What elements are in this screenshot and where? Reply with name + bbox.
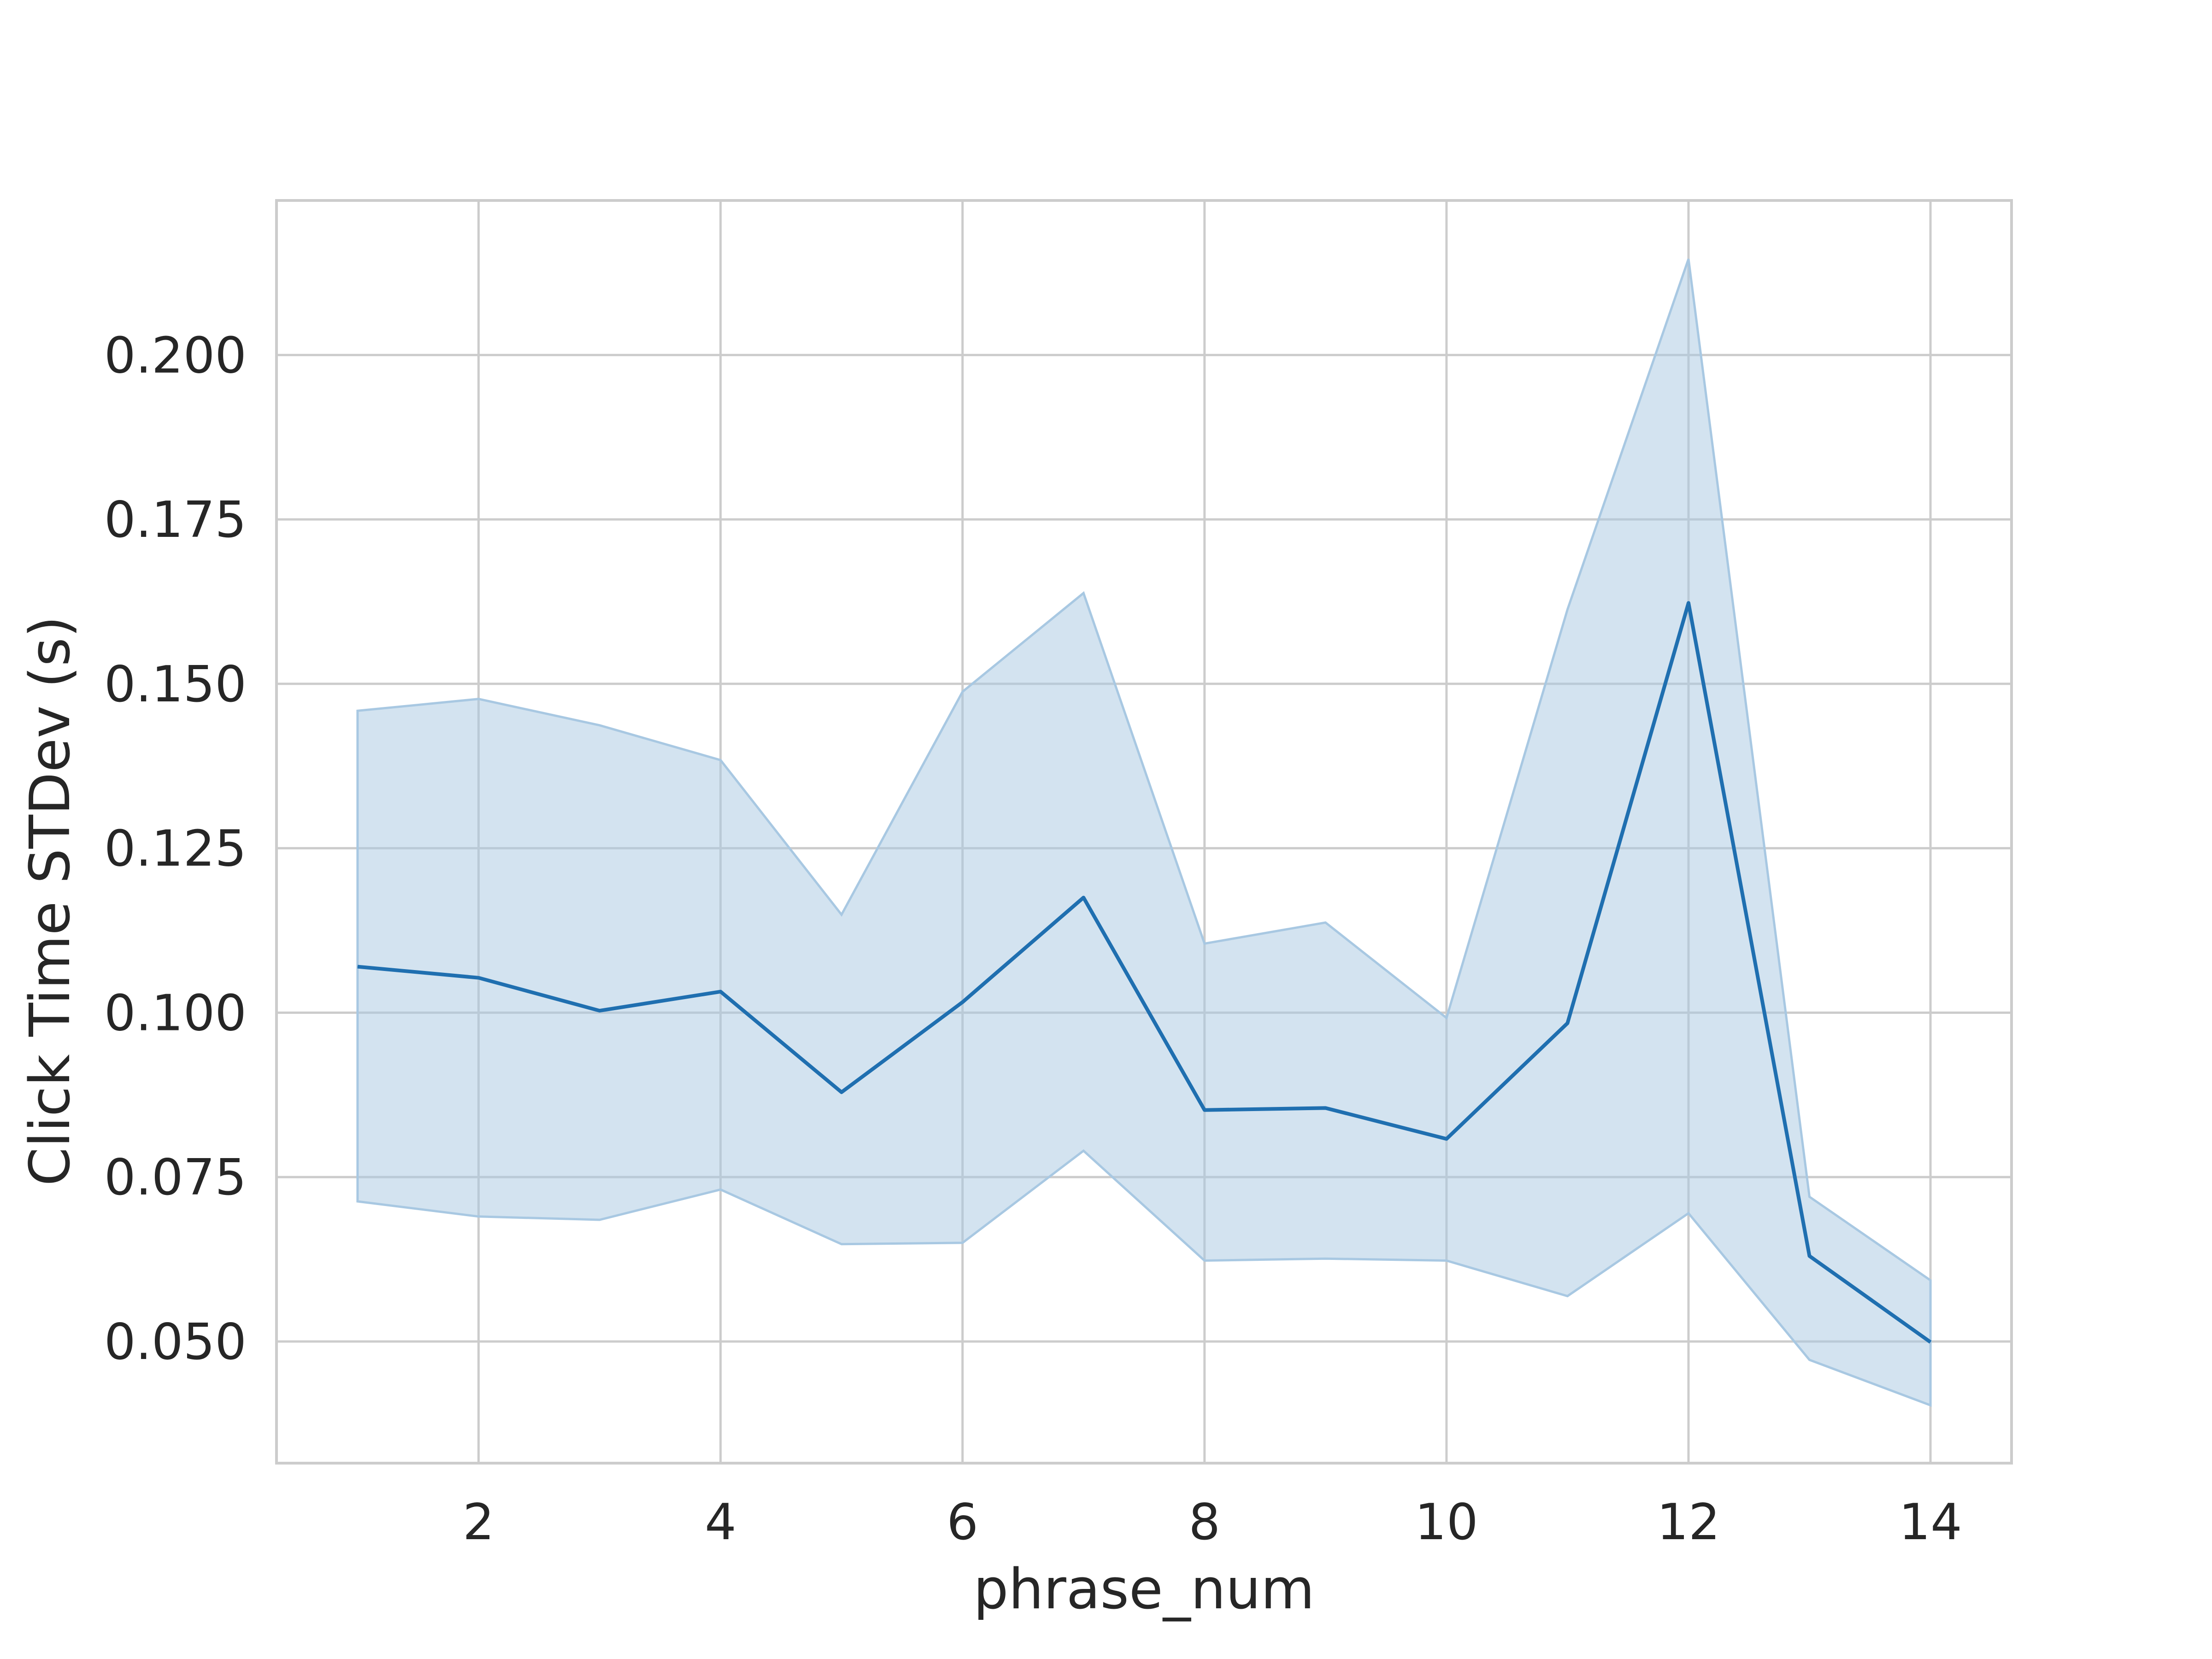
confidence-band	[356, 259, 1932, 1407]
x-axis-label: phrase_num	[973, 1558, 1314, 1622]
y-tick-label: 0.125	[104, 820, 247, 878]
x-tick-label: 8	[1188, 1494, 1220, 1551]
y-tick-label: 0.200	[104, 327, 247, 384]
data-point	[1567, 1023, 1568, 1024]
ci-band-area	[356, 259, 1932, 1407]
data-point	[357, 966, 358, 967]
y-axis-label: Click Time STDev (s)	[18, 616, 82, 1186]
x-tick-label: 12	[1657, 1494, 1720, 1551]
x-tick-label: 6	[947, 1494, 978, 1551]
data-point	[1083, 897, 1084, 898]
line-series	[357, 601, 1932, 1344]
x-tick-label: 2	[463, 1494, 494, 1551]
data-point	[478, 977, 479, 978]
x-tick-labels: 2 4 6 8 10 12 14	[463, 1494, 1962, 1551]
x-tick-label: 10	[1415, 1494, 1478, 1551]
x-tick-label: 14	[1899, 1494, 1962, 1551]
y-tick-label: 0.100	[104, 984, 247, 1042]
y-tick-label: 0.150	[104, 656, 247, 713]
series-line	[357, 601, 1932, 1344]
y-tick-label: 0.075	[104, 1149, 247, 1206]
data-point	[720, 991, 721, 992]
plot-frame	[275, 199, 2013, 1465]
y-tick-label: 0.175	[104, 491, 247, 549]
data-point	[841, 1092, 842, 1093]
y-tick-label: 0.050	[104, 1313, 247, 1371]
y-tick-labels: 0.050 0.075 0.100 0.125 0.150 0.175 0.200	[104, 327, 247, 1371]
x-tick-label: 4	[705, 1494, 736, 1551]
